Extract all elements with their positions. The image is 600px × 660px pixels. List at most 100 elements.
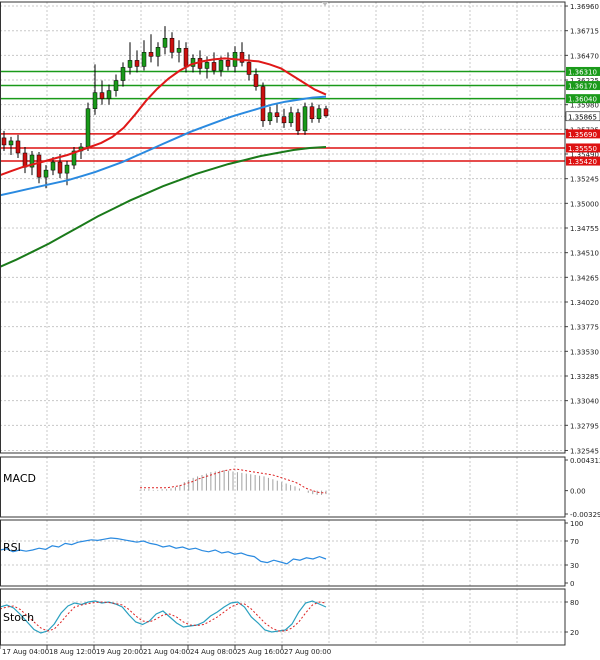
- price-tick-label: 1.33775: [570, 324, 599, 332]
- price-tick-label: 1.35000: [570, 200, 599, 208]
- level-tag-label: 1.36040: [568, 96, 597, 104]
- level-tag: [566, 94, 600, 104]
- level-lines: [0, 70, 565, 162]
- candle-bull: [204, 62, 210, 69]
- moving-averages: [0, 57, 327, 268]
- macd-label: MACD: [3, 472, 36, 485]
- price-tick-label: 1.33285: [570, 373, 599, 381]
- candle-bear: [99, 92, 105, 99]
- price-tick-label: 1.32545: [570, 447, 599, 455]
- rsi-tick-label: 30: [570, 562, 579, 570]
- candle-bear: [22, 152, 28, 168]
- price-tick-label: 1.34020: [570, 299, 599, 307]
- time-tick-label: 25 Aug 16:00: [237, 648, 284, 656]
- stoch-tick-label: 80: [570, 599, 579, 607]
- level-tag: [566, 81, 600, 91]
- ma-blue-line: [0, 95, 327, 197]
- time-axis: 17 Aug 04:00 18 Aug 12:00 19 Aug 20:00 21 A…: [0, 645, 331, 656]
- price-tick-label: 1.33040: [570, 398, 599, 406]
- ma-green-line: [0, 146, 327, 268]
- candle-bear: [36, 154, 42, 178]
- candle-bear: [134, 60, 140, 67]
- rsi-tick-label: 0: [570, 580, 574, 588]
- candle-bear: [239, 52, 245, 63]
- macd-panel: 0.004312 0.00 -0.00329 MACD: [3, 457, 600, 519]
- candle-bear: [1, 137, 7, 146]
- price-tick-label: 1.36960: [570, 3, 599, 11]
- time-tick-label: 18 Aug 12:00: [49, 648, 96, 656]
- time-tick-label: 27 Aug 00:00: [284, 648, 331, 656]
- candle-bull: [92, 92, 98, 109]
- level-tag-label: 1.36310: [568, 68, 597, 76]
- price-axis: 1.369601.367151.364701.362251.359801.357…: [565, 3, 600, 455]
- candle-bear: [15, 140, 21, 154]
- candle-bull: [155, 47, 161, 57]
- panel-border: [0, 1, 566, 454]
- panel-border: [0, 456, 566, 518]
- candle-bull: [120, 67, 126, 81]
- price-tick-label: 1.36715: [570, 28, 599, 36]
- rsi-tick-label: 100: [570, 520, 583, 528]
- stoch-d-line: [0, 601, 327, 632]
- candle-bull: [71, 150, 77, 166]
- candle-bull: [162, 37, 168, 48]
- price-tick-label: 1.35980: [570, 102, 599, 110]
- rsi-line: [0, 537, 327, 565]
- level-tag-label: 1.35420: [568, 158, 597, 166]
- candle-bear: [246, 62, 252, 75]
- candle-bear: [323, 108, 329, 117]
- level-tag: [566, 129, 600, 139]
- price-tick-label: 1.34755: [570, 225, 599, 233]
- candle-bull: [8, 140, 14, 146]
- candle-bear: [57, 161, 63, 174]
- candle-bull: [218, 60, 224, 71]
- price-tick-label: 1.34265: [570, 274, 599, 282]
- candle-bull: [302, 106, 308, 132]
- candle-bear: [148, 52, 154, 57]
- level-tag: [566, 143, 600, 153]
- candle-bull: [106, 90, 112, 99]
- candle-bull: [141, 52, 147, 67]
- level-tag: [566, 66, 600, 76]
- rsi-tick-label: 70: [570, 538, 579, 546]
- candle-bull: [176, 48, 182, 53]
- panel-border: [0, 519, 566, 587]
- candle-bear: [260, 86, 266, 122]
- panel-border: [0, 588, 566, 646]
- scroll-marker: [322, 2, 328, 6]
- candle-bear: [295, 112, 301, 132]
- grid: [0, 2, 565, 645]
- stoch-tick-label: 20: [570, 629, 579, 637]
- candles: [1, 26, 329, 189]
- price-tick-label: 1.33530: [570, 348, 599, 356]
- candle-bear: [309, 106, 315, 120]
- candle-bear: [253, 74, 259, 87]
- time-tick-label: 19 Aug 20:00: [96, 648, 143, 656]
- ma-red-line: [0, 57, 327, 177]
- candle-bear: [281, 116, 287, 124]
- rsi-label: RSI: [3, 541, 21, 554]
- current-price-label: 1.35865: [568, 113, 597, 121]
- stoch-panel: 80 20 Stoch: [0, 599, 579, 637]
- current-price-tag: [565, 111, 600, 122]
- level-tag-label: 1.36170: [568, 83, 597, 91]
- rsi-panel: 100 70 30 0 RSI: [0, 520, 583, 588]
- candle-bear: [225, 60, 231, 67]
- candle-bear: [183, 48, 189, 67]
- candle-bull: [43, 169, 49, 178]
- time-tick-label: 21 Aug 04:00: [143, 648, 190, 656]
- candle-bear: [211, 62, 217, 71]
- level-tag-label: 1.35550: [568, 145, 597, 153]
- stoch-label: Stoch: [3, 611, 34, 624]
- time-tick-label: 24 Aug 08:00: [190, 648, 237, 656]
- candle-bull: [29, 154, 35, 168]
- candle-bear: [274, 112, 280, 118]
- price-tick-label: 1.32795: [570, 422, 599, 430]
- price-tick-label: 1.34510: [570, 250, 599, 258]
- price-tick-label: 1.35490: [570, 151, 599, 159]
- candle-bull: [127, 60, 133, 68]
- macd-tick-label: -0.00329: [570, 511, 600, 519]
- candle-bull: [85, 108, 91, 148]
- level-tag: [566, 156, 600, 166]
